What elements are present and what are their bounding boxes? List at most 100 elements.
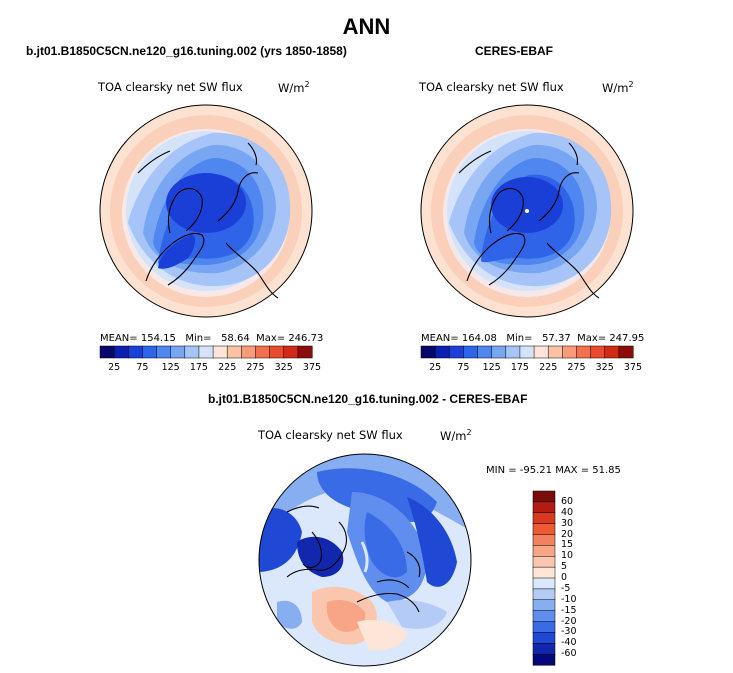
colorbar-swatch (420, 345, 436, 359)
diff-colorbar-tick-label: 60 (561, 495, 574, 507)
diff-colorbar-swatch (532, 490, 556, 503)
diff-colorbar-swatch (532, 653, 556, 666)
model-units: W/m2 (278, 80, 310, 95)
colorbar-swatch (519, 345, 535, 359)
obs-panel-heading: CERES-EBAF (475, 44, 554, 58)
diff-colorbar-tick-label: -60 (561, 648, 577, 660)
colorbar-tick-label: 125 (482, 362, 501, 373)
diff-colorbar-swatch (532, 632, 556, 644)
colorbar-swatch (533, 345, 549, 359)
diff-colorbar-tick-label: 40 (561, 506, 574, 518)
model-max-value: 246.73 (288, 333, 324, 344)
colorbar-tick-label: 275 (567, 362, 586, 373)
colorbar-tick-label: 25 (429, 362, 442, 373)
colorbar-tick-label: 75 (136, 362, 149, 373)
obs-variable-title: TOA clearsky net SW flux (419, 80, 564, 94)
diff-colorbar-tick-label: 0 (561, 572, 568, 583)
diff-colorbar-tick-label: -10 (561, 593, 577, 605)
diff-polar-map (258, 453, 472, 667)
obs-stats: MEAN= 164.08 Min= 57.37 Max= 247.95 (421, 333, 645, 344)
colorbar-swatch (156, 345, 172, 359)
diff-colorbar-swatch (532, 610, 556, 623)
obs-colorbar (420, 345, 634, 359)
model-polar-map (99, 104, 313, 318)
diff-variable-title: TOA clearsky net SW flux (258, 428, 403, 442)
colorbar-swatch (576, 345, 592, 359)
diff-colorbar-swatch (532, 577, 556, 590)
obs-mean-value: 164.08 (461, 333, 497, 344)
colorbar-swatch (269, 345, 285, 359)
model-min-value: 58.64 (221, 333, 250, 344)
colorbar-swatch (477, 345, 493, 359)
diff-units: W/m2 (440, 428, 472, 443)
colorbar-tick-label: 275 (246, 362, 265, 373)
colorbar-swatch (198, 345, 214, 359)
colorbar-swatch (255, 345, 271, 359)
diff-colorbar-swatch (532, 588, 556, 601)
diff-colorbar-swatch (532, 534, 556, 546)
diff-colorbar-swatch (532, 566, 556, 579)
diff-colorbar-swatch (532, 512, 556, 525)
diff-colorbar-tick-label: -30 (561, 626, 577, 638)
diff-colorbar-swatch (532, 523, 556, 536)
model-stats: MEAN= 154.15 Min= 58.64 Max= 246.73 (100, 333, 324, 344)
colorbar-swatch (241, 345, 257, 359)
colorbar-tick-label: 125 (161, 362, 180, 373)
colorbar-swatch (547, 345, 563, 359)
colorbar-swatch (283, 345, 299, 359)
diff-colorbar-tick-label: 5 (561, 561, 568, 573)
diff-colorbar-swatch (532, 621, 556, 633)
diff-colorbar-tick-label: 30 (561, 517, 574, 529)
colorbar-tick-label: 375 (623, 362, 643, 373)
model-variable-title: TOA clearsky net SW flux (98, 80, 243, 94)
colorbar-tick-label: 175 (510, 362, 529, 373)
model-colorbar (99, 345, 313, 359)
colorbar-tick-label: 25 (108, 362, 121, 373)
colorbar-tick-label: 225 (218, 362, 237, 373)
colorbar-swatch (463, 345, 479, 359)
diff-colorbar-swatch (532, 599, 556, 612)
diff-colorbar (532, 490, 556, 666)
obs-polar-map (420, 104, 634, 318)
colorbar-swatch (505, 345, 521, 359)
diff-panel-heading: b.jt01.B1850C5CN.ne120_g16.tuning.002 - … (208, 392, 528, 406)
diff-colorbar-tick-label: 10 (561, 550, 574, 562)
colorbar-swatch (618, 345, 634, 359)
colorbar-swatch (170, 345, 186, 359)
colorbar-swatch (113, 345, 129, 359)
colorbar-swatch (226, 345, 242, 359)
colorbar-tick-label: 75 (457, 362, 470, 373)
diff-colorbar-tick-label: 20 (561, 528, 574, 540)
colorbar-swatch (604, 345, 620, 359)
model-mean-value: 154.15 (140, 333, 176, 344)
diff-colorbar-swatch (532, 643, 556, 655)
colorbar-swatch (184, 345, 200, 359)
obs-units: W/m2 (602, 80, 634, 95)
diff-colorbar-tick-label: -15 (561, 604, 577, 616)
colorbar-tick-label: 225 (539, 362, 558, 373)
colorbar-swatch (142, 345, 158, 359)
colorbar-tick-label: 175 (189, 362, 208, 373)
diff-colorbar-tick-label: -40 (561, 637, 577, 649)
diff-colorbar-tick-label: -20 (561, 615, 577, 627)
diff-colorbar-swatch (532, 556, 556, 568)
colorbar-swatch (128, 345, 143, 359)
colorbar-swatch (491, 345, 507, 359)
colorbar-swatch (449, 345, 464, 359)
colorbar-tick-label: 325 (274, 362, 293, 373)
diff-colorbar-swatch (532, 545, 556, 557)
diff-minmax: MIN = -95.21 MAX = 51.85 (486, 465, 621, 476)
colorbar-swatch (434, 345, 450, 359)
colorbar-swatch (562, 345, 578, 359)
diff-colorbar-tick-label: -5 (561, 582, 571, 594)
obs-max-value: 247.95 (609, 333, 645, 344)
diff-colorbar-swatch (532, 501, 556, 514)
diff-colorbar-tick-label: 15 (561, 539, 574, 551)
model-panel-heading: b.jt01.B1850C5CN.ne120_g16.tuning.002 (y… (26, 44, 347, 58)
colorbar-swatch (99, 345, 115, 359)
colorbar-swatch (212, 345, 228, 359)
colorbar-tick-label: 325 (595, 362, 614, 373)
figure-title: ANN (342, 14, 391, 39)
colorbar-swatch (297, 345, 313, 359)
colorbar-swatch (590, 345, 606, 359)
